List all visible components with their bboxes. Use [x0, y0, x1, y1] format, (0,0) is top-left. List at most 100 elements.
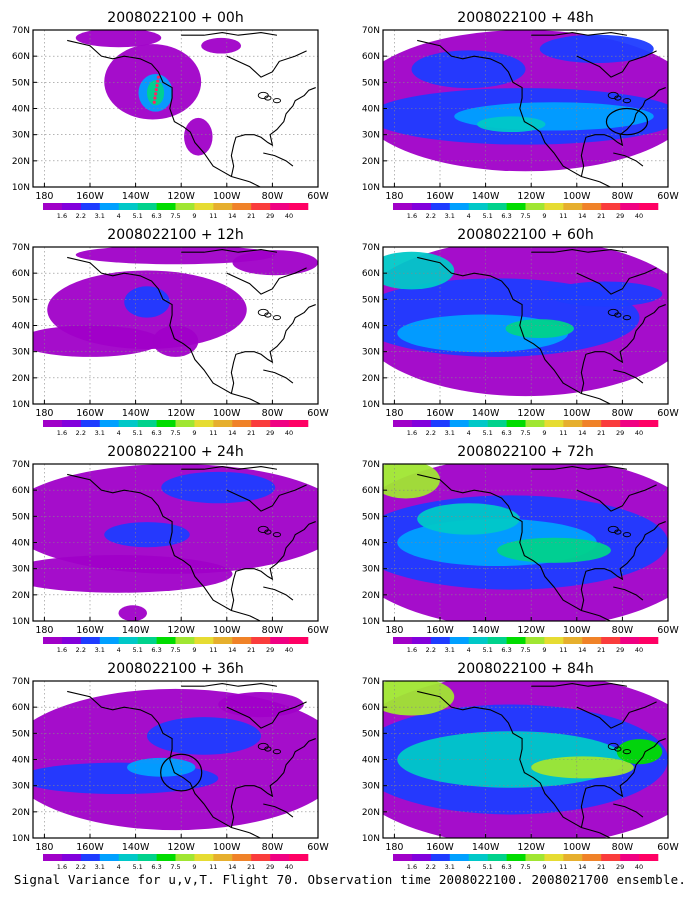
- lon-tick-label: 60W: [307, 408, 329, 419]
- lon-tick-label: 140W: [122, 191, 150, 202]
- colorbar-swatch: [289, 203, 309, 210]
- colorbar-swatch: [468, 420, 488, 427]
- colorbar-swatch: [213, 637, 233, 644]
- lat-tick-label: 50N: [362, 512, 380, 522]
- colorbar-swatch: [506, 420, 526, 427]
- lat-tick-label: 10N: [12, 617, 30, 627]
- colorbar-swatch: [80, 637, 101, 644]
- colorbar-swatch: [393, 854, 413, 861]
- lat-tick-label: 40N: [362, 756, 380, 766]
- colorbar-label: 21: [597, 863, 605, 871]
- lon-tick-label: 140W: [472, 191, 500, 202]
- colorbar-label: 6.3: [151, 212, 161, 220]
- colorbar-label: 40: [635, 646, 643, 654]
- colorbar-label: 21: [247, 646, 255, 654]
- colorbar-swatch: [80, 420, 101, 427]
- colorbar-swatch: [194, 854, 214, 861]
- lon-tick-label: 120W: [167, 625, 195, 636]
- lat-tick-label: 40N: [362, 105, 380, 115]
- colorbar-swatch: [582, 420, 602, 427]
- lon-tick-label: 120W: [517, 625, 545, 636]
- colorbar-label: 9: [192, 429, 196, 437]
- colorbar-label: 11: [559, 646, 567, 654]
- colorbar-swatch: [270, 854, 290, 861]
- colorbar-swatch: [99, 637, 120, 644]
- colorbar-label: 1.6: [57, 429, 67, 437]
- colorbar-swatch: [194, 203, 214, 210]
- colorbar-label: 4: [117, 429, 121, 437]
- panel-title: 2008022100 + 60h: [457, 227, 593, 243]
- colorbar-swatch: [251, 420, 271, 427]
- colorbar-swatch: [156, 420, 176, 427]
- colorbar-label: 11: [559, 863, 567, 871]
- colorbar-label: 1.6: [407, 863, 417, 871]
- colorbar-label: 5.1: [132, 863, 142, 871]
- colorbar-swatch: [582, 203, 602, 210]
- lon-tick-label: 100W: [213, 842, 241, 853]
- colorbar-label: 2.2: [426, 863, 436, 871]
- lat-tick-label: 20N: [12, 808, 30, 818]
- colorbar-label: 9: [192, 646, 196, 654]
- lat-tick-label: 20N: [12, 591, 30, 601]
- lat-tick-label: 50N: [12, 295, 30, 305]
- colorbar-swatch: [156, 854, 176, 861]
- colorbar-label: 14: [578, 212, 586, 220]
- observation-point: [152, 100, 156, 104]
- colorbar-swatch: [544, 203, 564, 210]
- variance-shading: [75, 30, 242, 156]
- lat-tick-label: 30N: [12, 348, 30, 358]
- colorbar-label: 9: [542, 646, 546, 654]
- colorbar-swatch: [393, 420, 413, 427]
- colorbar-swatch: [449, 420, 470, 427]
- colorbar-label: 5.1: [482, 646, 492, 654]
- lon-tick-label: 80W: [262, 625, 284, 636]
- colorbar-swatch: [487, 203, 507, 210]
- lon-tick-label: 60W: [307, 625, 329, 636]
- lon-tick-label: 180: [385, 191, 403, 202]
- colorbar-label: 1.6: [57, 212, 67, 220]
- colorbar-swatch: [620, 203, 640, 210]
- lon-tick-label: 160W: [426, 625, 454, 636]
- colorbar-label: 21: [247, 429, 255, 437]
- lon-tick-label: 100W: [563, 191, 591, 202]
- colorbar-swatch: [506, 203, 526, 210]
- lat-tick-label: 10N: [12, 834, 30, 844]
- colorbar-label: 2.2: [76, 429, 86, 437]
- colorbar-swatch: [289, 637, 309, 644]
- colorbar-label: 7.5: [520, 429, 530, 437]
- lon-tick-label: 80W: [612, 191, 634, 202]
- colorbar-swatch: [582, 854, 602, 861]
- colorbar: 1.6 2.2 3.1 4 5.1 6.3 7.5 9 11 14 21 29 40: [393, 637, 659, 654]
- lon-tick-label: 80W: [612, 408, 634, 419]
- colorbar-label: 3.1: [445, 429, 455, 437]
- lat-tick-label: 60N: [12, 703, 30, 713]
- colorbar-label: 5.1: [132, 646, 142, 654]
- colorbar-swatch: [449, 203, 470, 210]
- lon-tick-label: 120W: [517, 842, 545, 853]
- colorbar-label: 4: [117, 212, 121, 220]
- lon-tick-label: 140W: [472, 625, 500, 636]
- colorbar-swatch: [449, 637, 470, 644]
- lat-tick-label: 40N: [12, 539, 30, 549]
- colorbar-swatch: [232, 637, 252, 644]
- colorbar-swatch: [639, 420, 659, 427]
- colorbar: 1.6 2.2 3.1 4 5.1 6.3 7.5 9 11 14 21 29 40: [43, 854, 309, 871]
- colorbar-label: 5.1: [132, 429, 142, 437]
- lat-tick-label: 30N: [362, 565, 380, 575]
- observation-point: [156, 75, 160, 79]
- lat-tick-label: 60N: [362, 52, 380, 62]
- colorbar-label: 4: [467, 429, 471, 437]
- coastlines: [417, 683, 666, 838]
- colorbar-swatch: [487, 854, 507, 861]
- lon-tick-label: 100W: [563, 408, 591, 419]
- colorbar-label: 6.3: [501, 212, 511, 220]
- colorbar-swatch: [468, 637, 488, 644]
- lon-tick-label: 140W: [122, 408, 150, 419]
- lon-tick-label: 180: [385, 625, 403, 636]
- lat-tick-label: 20N: [12, 157, 30, 167]
- colorbar-label: 40: [285, 646, 293, 654]
- lat-tick-label: 30N: [12, 131, 30, 141]
- colorbar-label: 29: [266, 646, 274, 654]
- lon-tick-label: 180: [35, 191, 53, 202]
